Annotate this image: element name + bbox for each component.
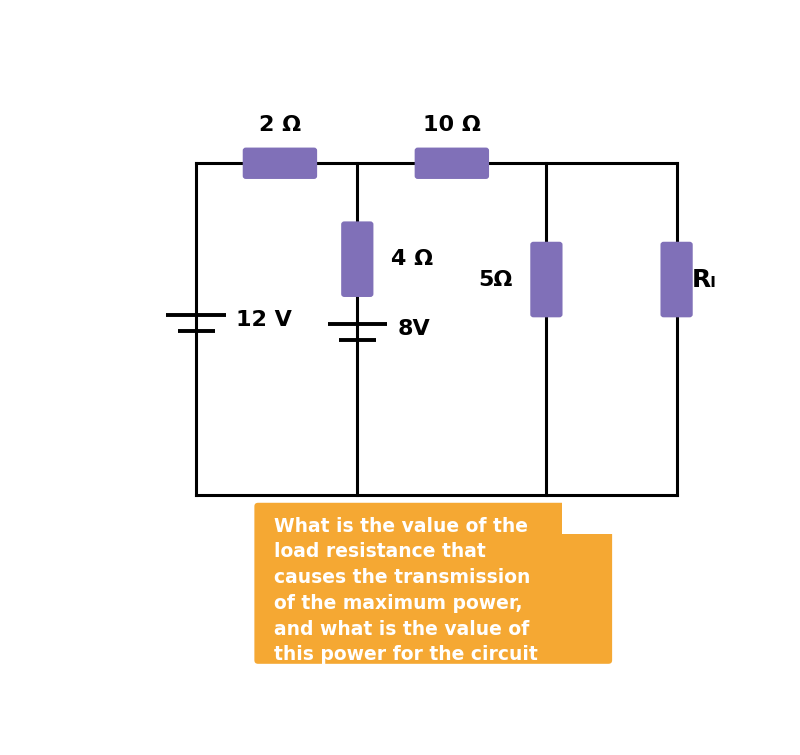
Text: 12 V: 12 V	[237, 310, 292, 330]
Text: What is the value of the
load resistance that
causes the transmission
of the max: What is the value of the load resistance…	[274, 516, 538, 664]
Text: 10 Ω: 10 Ω	[423, 116, 481, 135]
FancyBboxPatch shape	[530, 242, 562, 317]
FancyBboxPatch shape	[242, 147, 317, 179]
FancyBboxPatch shape	[254, 503, 612, 664]
Text: 2 Ω: 2 Ω	[259, 116, 301, 135]
FancyBboxPatch shape	[661, 242, 693, 317]
Text: Rₗ: Rₗ	[692, 267, 717, 291]
FancyBboxPatch shape	[414, 147, 489, 179]
Text: 8V: 8V	[398, 319, 430, 339]
Bar	[562, 501, 618, 534]
Text: 5Ω: 5Ω	[478, 270, 512, 289]
FancyBboxPatch shape	[341, 221, 374, 297]
Text: 4 Ω: 4 Ω	[391, 249, 434, 270]
